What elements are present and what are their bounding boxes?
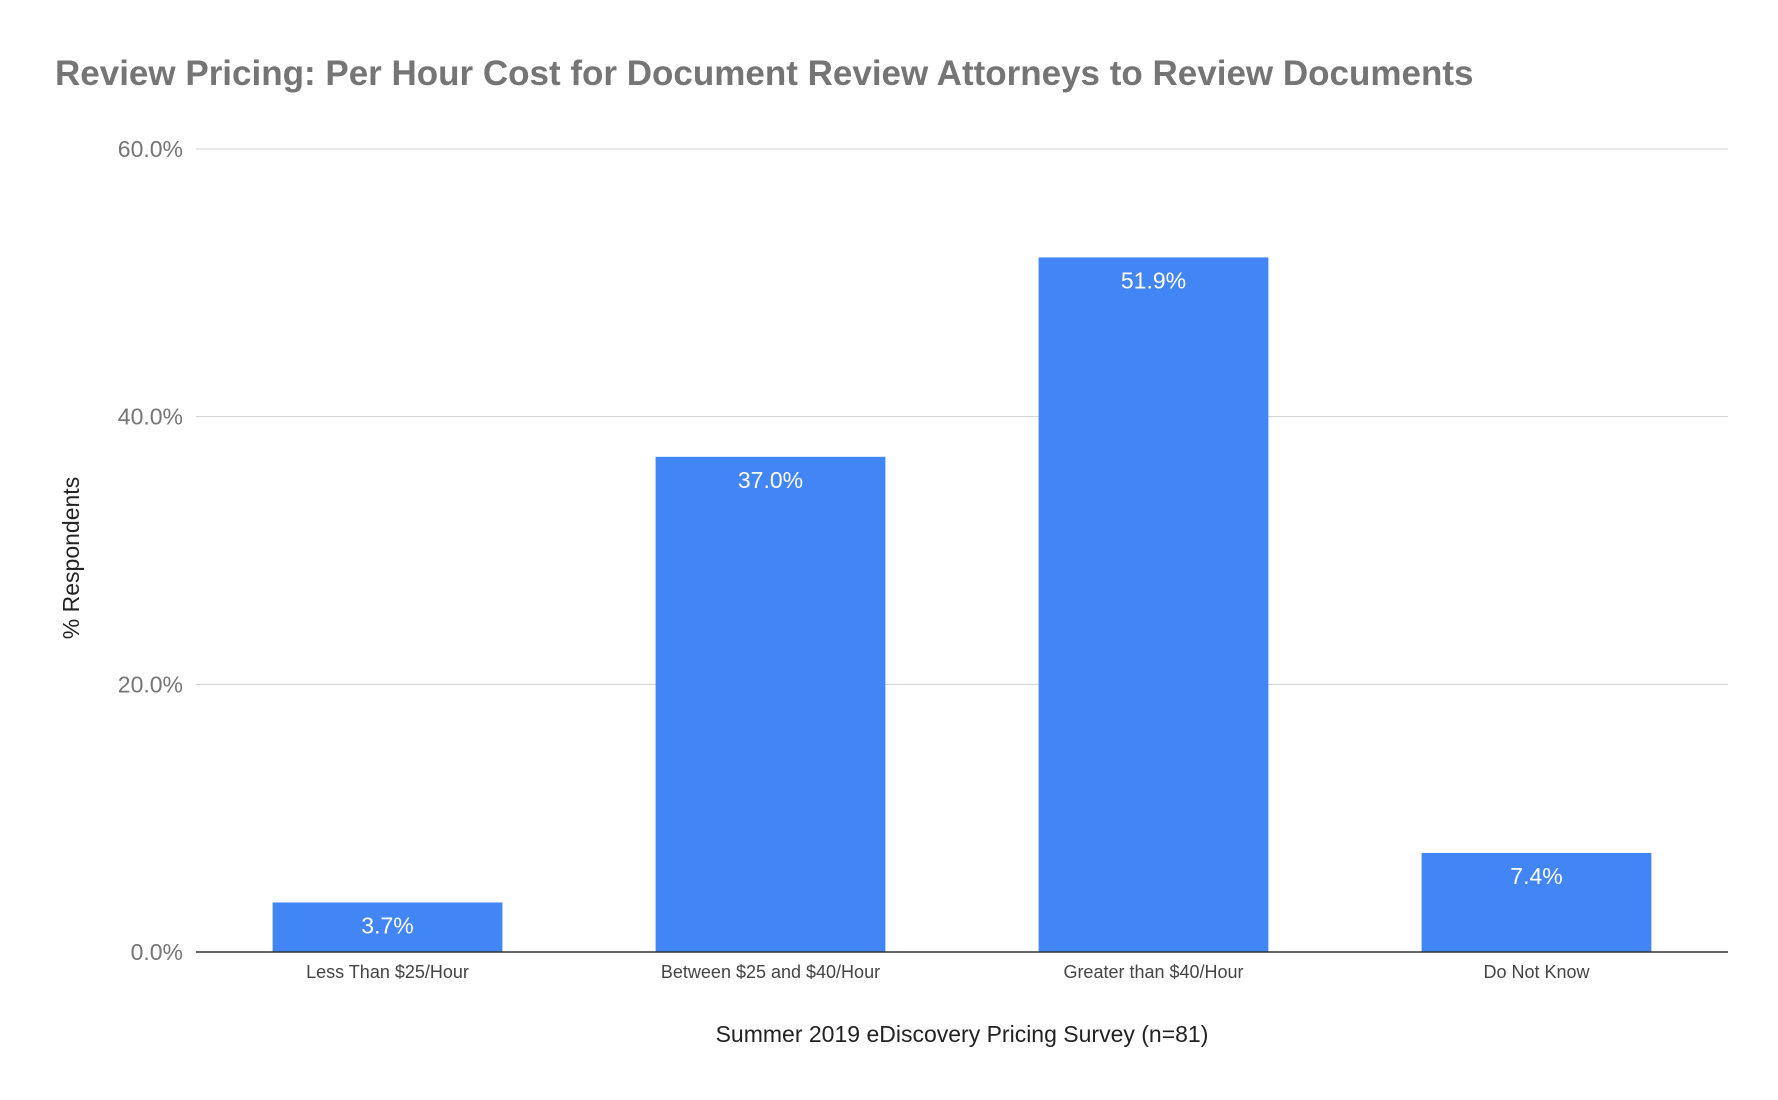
gridlines — [196, 148, 1728, 685]
bar — [655, 456, 886, 952]
bar-value-label: 7.4% — [1510, 863, 1562, 889]
bar-value-label: 37.0% — [738, 467, 803, 493]
x-axis-categories: Less Than $25/Hour Between $25 and $40/Ho… — [306, 962, 1590, 982]
y-axis-ticks: 0.0% 20.0% 40.0% 60.0% — [118, 136, 183, 965]
y-tick-label: 40.0% — [118, 404, 183, 430]
y-tick-label: 0.0% — [131, 939, 183, 965]
chart-title: Review Pricing: Per Hour Cost for Docume… — [55, 54, 1474, 93]
x-category-label: Do Not Know — [1483, 962, 1590, 982]
bar — [1038, 257, 1269, 952]
y-tick-label: 20.0% — [118, 671, 183, 697]
bars: 3.7% 37.0% 51.9% 7.4% — [272, 257, 1652, 952]
y-axis-title: % Respondents — [58, 477, 84, 639]
x-category-label: Less Than $25/Hour — [306, 962, 469, 982]
bar-value-label: 51.9% — [1121, 267, 1186, 293]
bar — [272, 902, 503, 952]
x-category-label: Greater than $40/Hour — [1063, 962, 1243, 982]
y-tick-label: 60.0% — [118, 136, 183, 162]
bar — [1421, 852, 1652, 952]
x-category-label: Between $25 and $40/Hour — [661, 962, 880, 982]
bar-value-label: 3.7% — [361, 912, 413, 938]
x-axis-title: Summer 2019 eDiscovery Pricing Survey (n… — [716, 1021, 1209, 1047]
